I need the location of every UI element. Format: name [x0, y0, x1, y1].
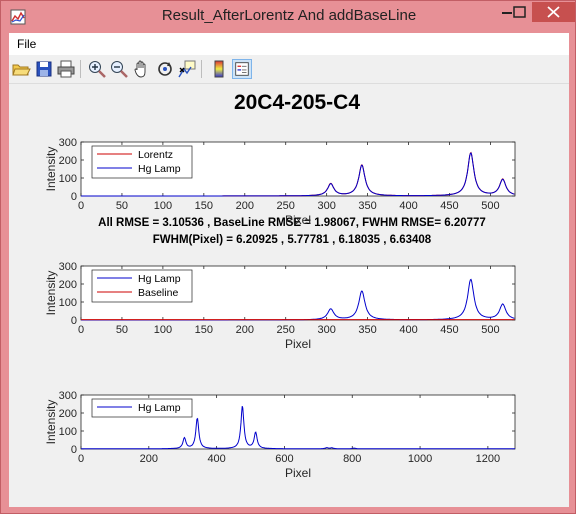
x-tick-label: 100: [154, 324, 172, 336]
y-tick-label: 300: [59, 137, 77, 149]
plot-legend: Hg Lamp: [91, 398, 193, 418]
plot-legend: Hg Lamp Baseline: [91, 269, 193, 303]
x-tick-label: 350: [358, 324, 376, 336]
plot-1: 0 50 100 150 200 250 300 350 400 450 500 0 100 200 300…: [44, 137, 516, 227]
title-bar[interactable]: Result_AfterLorentz And addBaseLine: [1, 1, 576, 33]
x-tick-label: 200: [140, 453, 158, 465]
print-icon[interactable]: [56, 59, 76, 79]
x-tick-label: 500: [481, 200, 499, 212]
x-tick-label: 800: [343, 453, 361, 465]
x-tick-label: 150: [195, 324, 213, 336]
x-tick-label: 200: [236, 324, 254, 336]
x-tick-label: 400: [399, 324, 417, 336]
zoom-in-icon[interactable]: [87, 59, 107, 79]
x-tick-label: 300: [317, 324, 335, 336]
rotate-icon[interactable]: [155, 59, 175, 79]
x-tick-label: 450: [440, 200, 458, 212]
close-icon[interactable]: [532, 2, 575, 22]
toolbar-separator: [80, 60, 81, 78]
y-tick-label: 200: [59, 408, 77, 420]
x-tick-label: 600: [275, 453, 293, 465]
x-axis-label: Pixel: [285, 466, 311, 480]
menu-bar: File: [9, 33, 569, 55]
figure-canvas: 20C4-205-C4 All RMSE = 3.10536 , BaseLin…: [44, 91, 516, 480]
y-tick-label: 0: [71, 444, 77, 456]
client-area: File 20C4-205-C4 All RMSE = 3.10536 , Ba…: [9, 33, 569, 507]
toolbar-separator: [201, 60, 202, 78]
data-cursor-icon[interactable]: [177, 59, 197, 79]
menu-file[interactable]: File: [17, 37, 37, 51]
x-tick-label: 50: [116, 324, 128, 336]
x-tick-label: 200: [236, 200, 254, 212]
y-axis-label: Intensity: [44, 271, 58, 316]
series-line-hg-lamp: [81, 406, 515, 450]
y-tick-label: 100: [59, 173, 77, 185]
minimize-icon[interactable]: [494, 2, 520, 24]
figure-area: 20C4-205-C4 All RMSE = 3.10536 , BaseLin…: [9, 84, 569, 507]
x-tick-label: 0: [78, 324, 84, 336]
x-tick-label: 0: [78, 200, 84, 212]
y-axis-label: Intensity: [44, 147, 58, 192]
legend-box: [91, 398, 193, 418]
pan-icon[interactable]: [132, 59, 152, 79]
y-axis-label: Intensity: [44, 400, 58, 445]
x-tick-label: 500: [481, 324, 499, 336]
rmse-text: All RMSE = 3.10536 , BaseLine RMSE = 1.9…: [98, 217, 486, 229]
y-tick-label: 100: [59, 426, 77, 438]
figure-suptitle: 20C4-205-C4: [234, 91, 360, 114]
legend-box: [91, 145, 193, 179]
y-tick-label: 200: [59, 155, 77, 167]
y-tick-label: 300: [59, 390, 77, 402]
x-tick-label: 1000: [408, 453, 432, 465]
x-axis-label: Pixel: [285, 213, 311, 227]
x-tick-label: 450: [440, 324, 458, 336]
legend-box: [91, 269, 193, 303]
y-tick-label: 0: [71, 315, 77, 327]
legend-label: Hg Lamp: [138, 273, 181, 285]
x-tick-label: 250: [277, 200, 295, 212]
maximize-icon[interactable]: [507, 2, 533, 24]
x-tick-label: 1200: [476, 453, 500, 465]
colorbar-icon[interactable]: [209, 59, 229, 79]
x-tick-label: 400: [207, 453, 225, 465]
legend-label: Baseline: [138, 287, 178, 299]
y-tick-label: 200: [59, 279, 77, 291]
plot-3: 0 200 400 600 800 1000 1200 0 100 200 300 Pixel Inte…: [44, 390, 516, 480]
window-title: Result_AfterLorentz And addBaseLine: [161, 7, 417, 24]
zoom-out-icon[interactable]: [109, 59, 129, 79]
x-tick-label: 300: [317, 200, 335, 212]
fwhm-text: FWHM(Pixel) = 6.20925 , 5.77781 , 6.1803…: [153, 234, 432, 246]
open-icon[interactable]: [11, 59, 31, 79]
legend-label: Lorentz: [138, 149, 173, 161]
matlab-figure-icon: [10, 9, 26, 25]
legend-label: Hg Lamp: [138, 402, 181, 414]
plot-2: 0 50 100 150 200 250 300 350 400 450 500 0 100 200 300…: [44, 261, 516, 351]
x-tick-label: 250: [277, 324, 295, 336]
x-tick-label: 100: [154, 200, 172, 212]
y-tick-label: 300: [59, 261, 77, 273]
y-tick-label: 100: [59, 297, 77, 309]
x-tick-label: 0: [78, 453, 84, 465]
x-axis-label: Pixel: [285, 337, 311, 351]
plot-legend: Lorentz Hg Lamp: [91, 145, 193, 179]
legend-icon[interactable]: [232, 59, 252, 79]
x-tick-label: 50: [116, 200, 128, 212]
x-tick-label: 400: [399, 200, 417, 212]
x-tick-label: 150: [195, 200, 213, 212]
legend-label: Hg Lamp: [138, 163, 181, 175]
y-tick-label: 0: [71, 191, 77, 203]
figure-toolbar: [9, 55, 569, 84]
save-icon[interactable]: [34, 59, 54, 79]
x-tick-label: 350: [358, 200, 376, 212]
series-line-hg-lamp: [81, 152, 515, 197]
